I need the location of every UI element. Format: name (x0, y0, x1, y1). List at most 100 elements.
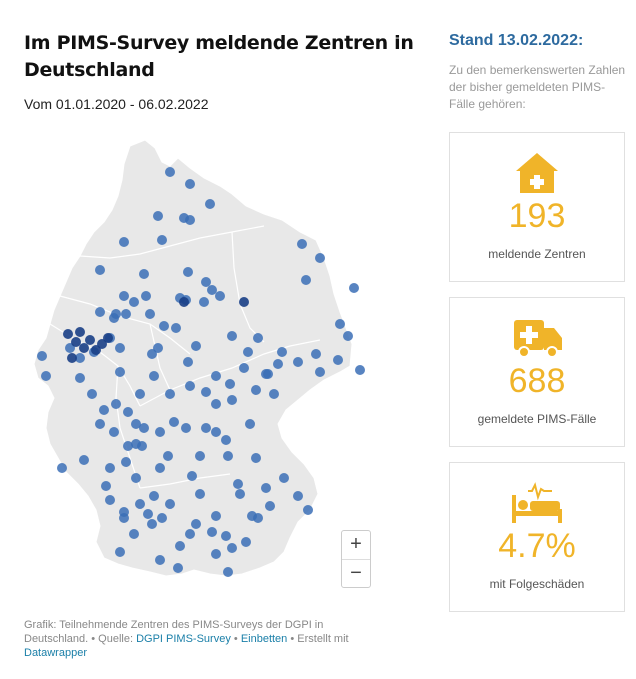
center-dot[interactable] (131, 473, 141, 483)
center-dot[interactable] (195, 489, 205, 499)
center-dot[interactable] (277, 347, 287, 357)
center-dot[interactable] (297, 239, 307, 249)
center-dot[interactable] (243, 347, 253, 357)
germany-map[interactable] (20, 128, 380, 588)
center-dot[interactable] (273, 359, 283, 369)
datawrapper-link[interactable]: Datawrapper (24, 647, 87, 659)
center-dot[interactable] (185, 381, 195, 391)
center-dot[interactable] (159, 321, 169, 331)
center-dot[interactable] (165, 389, 175, 399)
center-dot[interactable] (139, 269, 149, 279)
center-dot[interactable] (115, 343, 125, 353)
center-dot[interactable] (147, 519, 157, 529)
center-dot[interactable] (195, 451, 205, 461)
center-dot[interactable] (293, 357, 303, 367)
center-dot-cluster[interactable] (75, 327, 85, 337)
center-dot[interactable] (233, 479, 243, 489)
center-dot[interactable] (157, 513, 167, 523)
center-dot[interactable] (123, 441, 133, 451)
center-dot[interactable] (343, 331, 353, 341)
center-dot[interactable] (185, 179, 195, 189)
center-dot[interactable] (183, 267, 193, 277)
center-dot[interactable] (235, 489, 245, 499)
center-dot[interactable] (355, 365, 365, 375)
center-dot[interactable] (261, 483, 271, 493)
center-dot[interactable] (215, 291, 225, 301)
center-dot[interactable] (211, 549, 221, 559)
center-dot[interactable] (75, 353, 85, 363)
center-dot[interactable] (157, 235, 167, 245)
center-dot[interactable] (315, 367, 325, 377)
center-dot[interactable] (211, 399, 221, 409)
center-dot[interactable] (265, 501, 275, 511)
center-dot[interactable] (201, 277, 211, 287)
center-dot[interactable] (199, 297, 209, 307)
center-dot[interactable] (175, 541, 185, 551)
center-dot[interactable] (227, 331, 237, 341)
center-dot[interactable] (333, 355, 343, 365)
center-dot[interactable] (191, 519, 201, 529)
center-dot-cluster[interactable] (71, 337, 81, 347)
center-dot-cluster[interactable] (239, 297, 249, 307)
center-dot[interactable] (115, 547, 125, 557)
center-dot[interactable] (245, 419, 255, 429)
center-dot[interactable] (211, 511, 221, 521)
center-dot[interactable] (121, 309, 131, 319)
center-dot[interactable] (145, 309, 155, 319)
center-dot[interactable] (155, 463, 165, 473)
center-dot[interactable] (95, 265, 105, 275)
center-dot[interactable] (101, 481, 111, 491)
center-dot[interactable] (269, 389, 279, 399)
center-dot[interactable] (301, 275, 311, 285)
center-dot[interactable] (153, 211, 163, 221)
center-dot[interactable] (141, 291, 151, 301)
center-dot[interactable] (57, 463, 67, 473)
zoom-in-button[interactable]: + (350, 533, 362, 555)
center-dot[interactable] (111, 309, 121, 319)
center-dot[interactable] (119, 513, 129, 523)
center-dot[interactable] (131, 419, 141, 429)
center-dot[interactable] (349, 283, 359, 293)
center-dot[interactable] (163, 451, 173, 461)
center-dot[interactable] (95, 419, 105, 429)
center-dot[interactable] (171, 323, 181, 333)
center-dot[interactable] (129, 529, 139, 539)
center-dot[interactable] (143, 509, 153, 519)
center-dot[interactable] (149, 371, 159, 381)
center-dot[interactable] (227, 543, 237, 553)
center-dot[interactable] (87, 389, 97, 399)
center-dot-cluster[interactable] (103, 333, 113, 343)
center-dot[interactable] (181, 423, 191, 433)
center-dot[interactable] (223, 451, 233, 461)
center-dot[interactable] (201, 387, 211, 397)
center-dot[interactable] (207, 285, 217, 295)
center-dot[interactable] (169, 417, 179, 427)
center-dot[interactable] (179, 213, 189, 223)
center-dot[interactable] (211, 371, 221, 381)
center-dot[interactable] (251, 385, 261, 395)
center-dot[interactable] (225, 379, 235, 389)
center-dot[interactable] (221, 531, 231, 541)
center-dot[interactable] (37, 351, 47, 361)
center-dot[interactable] (155, 555, 165, 565)
center-dot[interactable] (129, 297, 139, 307)
center-dot[interactable] (165, 167, 175, 177)
center-dot[interactable] (279, 473, 289, 483)
center-dot[interactable] (135, 389, 145, 399)
center-dot[interactable] (251, 453, 261, 463)
center-dot[interactable] (99, 405, 109, 415)
center-dot[interactable] (105, 495, 115, 505)
center-dot[interactable] (95, 307, 105, 317)
center-dot[interactable] (183, 357, 193, 367)
center-dot-cluster[interactable] (85, 335, 95, 345)
center-dot[interactable] (137, 441, 147, 451)
center-dot[interactable] (223, 567, 233, 577)
center-dot[interactable] (247, 511, 257, 521)
center-dot[interactable] (311, 349, 321, 359)
center-dot[interactable] (261, 369, 271, 379)
center-dot[interactable] (121, 457, 131, 467)
center-dot[interactable] (293, 491, 303, 501)
center-dot[interactable] (165, 499, 175, 509)
center-dot[interactable] (119, 237, 129, 247)
center-dot[interactable] (147, 349, 157, 359)
